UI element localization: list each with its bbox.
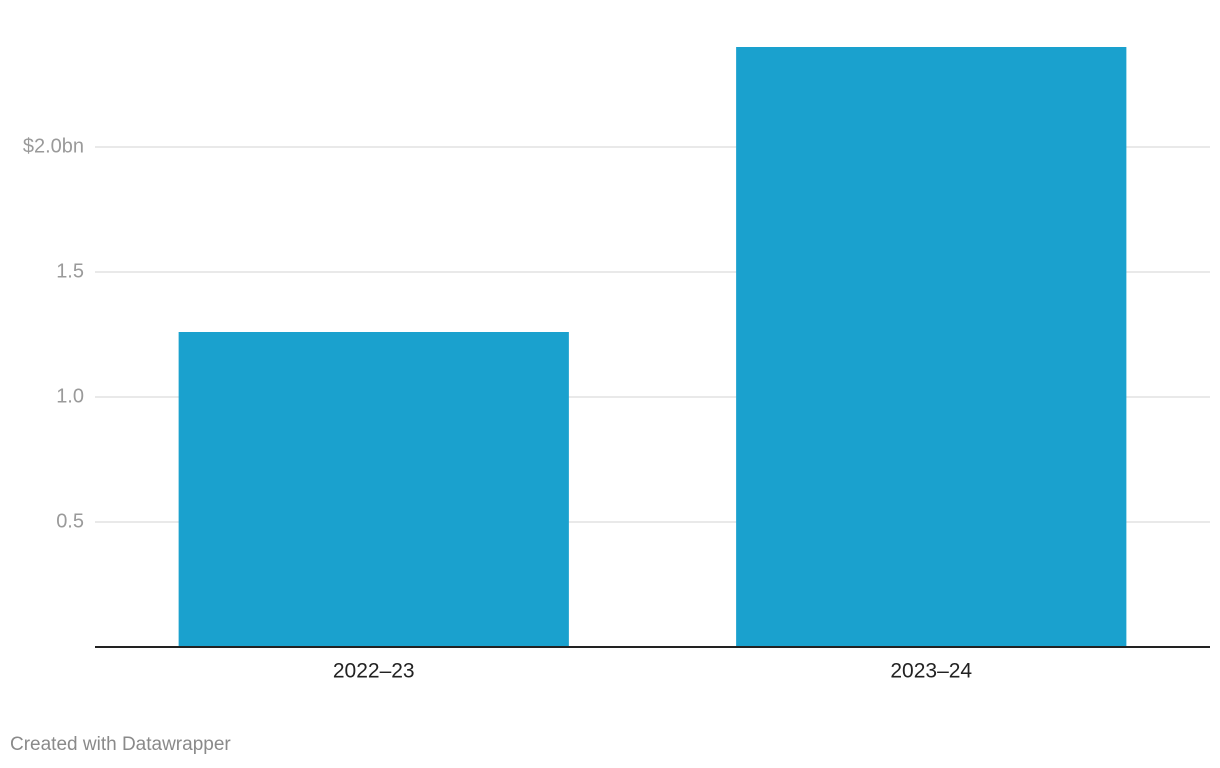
y-tick-label: $2.0bn (23, 135, 84, 157)
y-tick-label: 1.5 (56, 260, 84, 282)
y-tick-label: 1.0 (56, 385, 84, 407)
x-tick-label: 2022–23 (333, 660, 415, 683)
bar (736, 47, 1127, 647)
x-tick-label: 2023–24 (890, 660, 972, 683)
credit: Created with Datawrapper (10, 734, 231, 755)
bar (178, 332, 569, 647)
y-tick-label: 0.5 (56, 510, 84, 532)
